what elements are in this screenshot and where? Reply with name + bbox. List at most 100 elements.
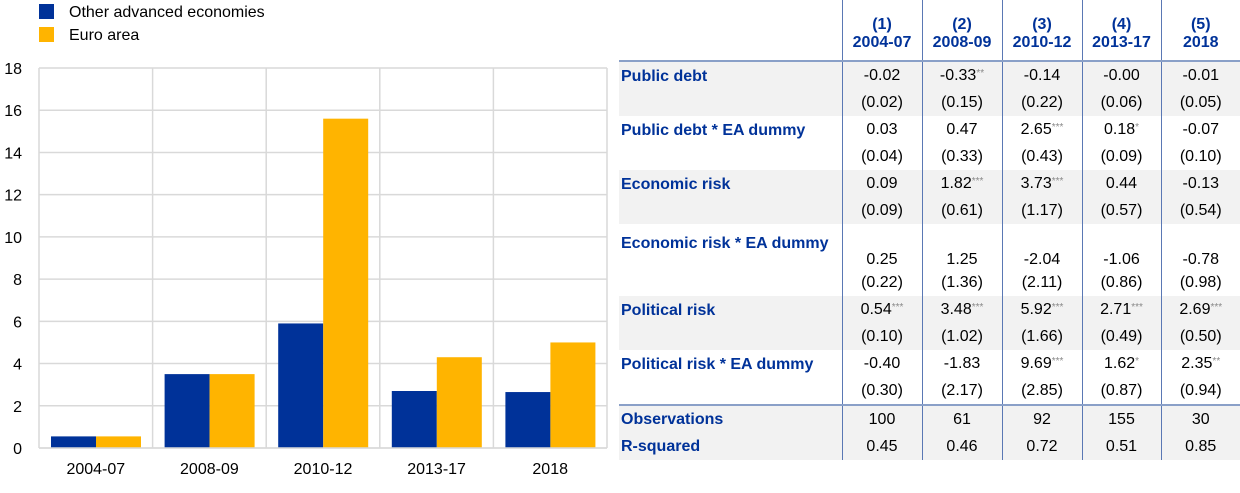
coef-cell: 3.73*** — [1001, 170, 1082, 197]
coef-value: -0.02 — [863, 66, 901, 84]
stat-value: 92 — [1001, 404, 1082, 433]
x-tick-label: 2018 — [532, 461, 568, 478]
se-cell: (0.98) — [1160, 269, 1240, 296]
coef-cell: 3.48*** — [921, 296, 1002, 323]
coef-value: 2.35 — [1181, 354, 1213, 372]
se-cell: (0.10) — [841, 323, 922, 350]
se-cell: (0.86) — [1081, 269, 1161, 296]
coef-cell: 0.09 — [841, 170, 922, 197]
stat-value: 0.72 — [1001, 433, 1082, 460]
se-cell: (1.02) — [921, 323, 1002, 350]
table-row-coef: Economic risk 0.09 1.82*** 3.73*** 0.44 -0.13 — [619, 170, 1240, 224]
legend-swatch — [39, 27, 54, 42]
stat-label: R-squared — [619, 433, 842, 460]
coef-cell: 5.92*** — [1001, 296, 1082, 323]
se-cell: (0.50) — [1160, 323, 1240, 350]
se-cell: (0.22) — [1001, 89, 1082, 116]
bar-other-advanced — [505, 392, 551, 448]
significance-stars: * — [1135, 355, 1140, 367]
coef-value: 2.65 — [1020, 120, 1052, 138]
coef-value: 1.62 — [1103, 354, 1136, 372]
significance-stars: ** — [976, 67, 985, 79]
column-period: 2013-17 — [1081, 34, 1161, 62]
coef-value: 1.25 — [946, 251, 978, 268]
legend-swatch — [39, 4, 54, 19]
coef-cell: 1.62* — [1081, 350, 1161, 377]
se-cell: (0.09) — [841, 197, 922, 224]
column-number: (2) — [921, 0, 1002, 34]
coef-cell: 2.65*** — [1001, 116, 1082, 143]
column-number: (5) — [1160, 0, 1240, 34]
coef-cell: -1.83 — [921, 350, 1002, 377]
y-tick-label: 0 — [13, 441, 22, 458]
coef-cell: -0.00 — [1081, 61, 1161, 89]
bar-euro-area — [550, 342, 596, 448]
stat-value: 0.85 — [1160, 433, 1240, 460]
coef-value: 0.54 — [860, 300, 892, 318]
x-tick-label: 2008-09 — [180, 461, 239, 478]
stat-value: 0.51 — [1081, 433, 1161, 460]
bar-euro-area — [323, 118, 369, 449]
bar-euro-area — [96, 436, 141, 448]
coef-cell: 0.54*** — [841, 296, 922, 323]
coef-cell: -0.07 — [1160, 116, 1240, 143]
se-cell: (0.57) — [1081, 197, 1161, 224]
regression-table: (1) (2) (3) (4) (5) 2004-07 2008-09 2010-12 2013… — [619, 0, 1240, 460]
coef-value: 2.71 — [1100, 300, 1132, 318]
se-cell: (0.22) — [841, 269, 922, 296]
coef-value: 3.48 — [940, 300, 972, 318]
y-tick-label: 12 — [4, 188, 22, 205]
table-row-coef: Public debt -0.02 -0.33** -0.14 -0.00 -0.01 — [619, 61, 1240, 116]
se-cell: (0.06) — [1081, 89, 1161, 116]
coef-value: -0.40 — [863, 354, 901, 372]
significance-stars: *** — [971, 175, 984, 187]
stat-value: 0.45 — [841, 433, 922, 460]
table-row-coef: Economic risk * EA dummy 0.25 1.25 -2.04 -1.… — [619, 224, 1240, 269]
bar-chart: Other advanced economies Euro area 0 2 4 6 8… — [0, 0, 615, 488]
coef-value: 1.82 — [940, 174, 972, 192]
legend-item-other-advanced: Other advanced economies — [39, 4, 265, 22]
coef-cell: -0.01 — [1160, 61, 1240, 89]
coef-value: 0.44 — [1105, 174, 1138, 192]
coef-cell: 0.47 — [921, 116, 1002, 143]
coef-cell: 0.18* — [1081, 116, 1161, 143]
table-row-se: (0.02) (0.15) (0.22) (0.06) (0.05) — [619, 89, 1240, 116]
bar-other-advanced — [391, 391, 437, 448]
table-row-stat: R-squared 0.45 0.46 0.72 0.51 0.85 — [619, 433, 1240, 460]
coef-value: 0.47 — [946, 120, 978, 138]
coef-cell: 1.25 — [921, 224, 1002, 269]
row-label: Economic risk * EA dummy — [621, 235, 829, 252]
se-cell: (0.33) — [921, 143, 1002, 170]
y-tick-label: 2 — [13, 399, 22, 416]
row-label: Public debt — [619, 61, 842, 116]
x-tick-label: 2013-17 — [407, 461, 466, 478]
row-label: Public debt * EA dummy — [621, 122, 806, 139]
y-tick-label: 16 — [4, 103, 22, 120]
significance-stars: *** — [971, 301, 984, 313]
coef-cell: 1.82*** — [921, 170, 1002, 197]
coef-value: 2.69 — [1179, 300, 1211, 318]
coef-cell: -0.14 — [1001, 61, 1082, 89]
se-cell: (0.10) — [1160, 143, 1240, 170]
coef-cell: 0.03 — [841, 116, 922, 143]
table-row-stat: Observations 100 61 92 155 30 — [619, 404, 1240, 433]
significance-stars: *** — [891, 301, 904, 313]
y-tick-label: 6 — [13, 314, 22, 331]
column-number: (4) — [1081, 0, 1161, 34]
y-tick-label: 10 — [4, 230, 22, 247]
y-tick-label: 8 — [13, 272, 22, 289]
se-cell: (0.87) — [1081, 377, 1161, 405]
se-cell: (0.02) — [841, 89, 922, 116]
significance-stars: *** — [1210, 301, 1223, 313]
column-period: 2010-12 — [1001, 34, 1082, 62]
column-period: 2008-09 — [921, 34, 1002, 62]
row-label: Economic risk — [619, 170, 842, 224]
se-cell: (0.15) — [921, 89, 1002, 116]
y-tick-label: 14 — [4, 145, 22, 162]
significance-stars: ** — [1212, 355, 1221, 367]
coef-cell: -2.04 — [1001, 224, 1082, 269]
column-period: 2004-07 — [841, 34, 922, 62]
row-label: Political risk * EA dummy — [621, 356, 814, 373]
coef-cell: 0.44 — [1081, 170, 1161, 197]
se-cell: (0.61) — [921, 197, 1002, 224]
